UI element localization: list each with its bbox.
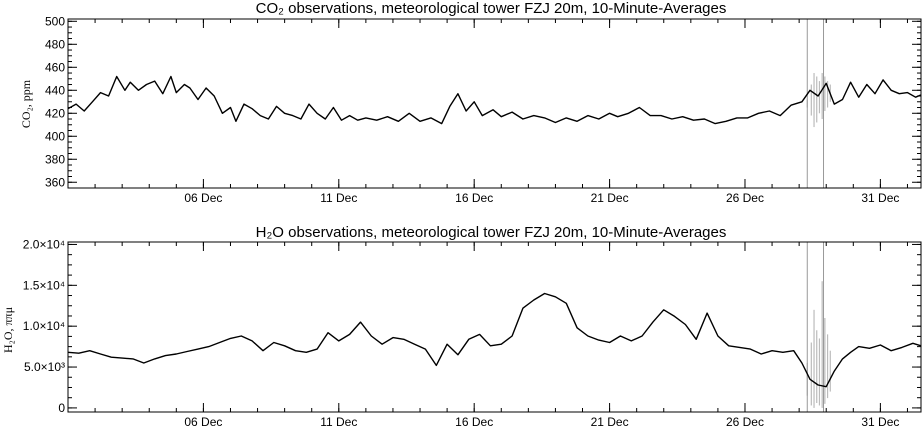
- h2o-y-tick-label: 2.0×10⁴: [23, 237, 65, 251]
- h2o-series-line: [67, 292, 922, 388]
- co2-y-tick-label: 380: [45, 152, 65, 166]
- co2-y-tick-label: 460: [45, 60, 65, 74]
- h2o-x-tick-label: 31 Dec: [861, 415, 899, 429]
- co2-x-tick-label: 21 Dec: [591, 191, 629, 205]
- co2-x-tick-label: 31 Dec: [861, 191, 899, 205]
- h2o-x-tick-label: 06 Dec: [184, 415, 222, 429]
- h2o-y-tick-label: 1.0×10⁴: [23, 319, 65, 333]
- h2o-x-ticks: 06 Dec 11 Dec 16 Dec 21 Dec 26 Dec 31 Dec: [94, 242, 908, 429]
- h2o-y-ticks: 0 5.0×10³ 1.0×10⁴ 1.5×10⁴ 2.0×10⁴: [23, 237, 921, 415]
- h2o-y-tick-label: 5.0×10³: [24, 360, 65, 374]
- co2-series: [67, 75, 922, 125]
- co2-y-tick-label: 440: [45, 83, 65, 97]
- co2-plot-frame: [67, 18, 922, 189]
- h2o-series: [67, 292, 922, 388]
- co2-panel: CO₂ observations, meteorological tower F…: [19, 0, 922, 205]
- co2-y-tick-label: 500: [45, 14, 65, 28]
- co2-x-ticks: 06 Dec 11 Dec 16 Dec 21 Dec 26 Dec 31 Dec: [94, 19, 908, 205]
- h2o-y-tick-label: 0: [58, 401, 65, 415]
- co2-x-tick-label: 26 Dec: [726, 191, 764, 205]
- co2-y-tick-label: 400: [45, 129, 65, 143]
- co2-uncertainty-band: [806, 19, 831, 188]
- h2o-x-tick-label: 26 Dec: [726, 415, 764, 429]
- h2o-x-tick-label: 11 Dec: [320, 415, 357, 429]
- co2-y-ticks: 360 380 400 420 440 460 480 500: [45, 14, 921, 189]
- co2-x-tick-label: 06 Dec: [184, 191, 222, 205]
- co2-y-tick-label: 360: [45, 175, 65, 189]
- co2-y-tick-label: 420: [45, 106, 65, 120]
- h2o-x-tick-label: 16 Dec: [455, 415, 493, 429]
- h2o-chart-title: H₂O observations, meteorological tower F…: [256, 224, 727, 241]
- h2o-x-tick-label: 21 Dec: [591, 415, 629, 429]
- h2o-panel: H₂O observations, meteorological tower F…: [1, 224, 922, 429]
- co2-y-tick-label: 480: [45, 37, 65, 51]
- h2o-y-tick-label: 1.5×10⁴: [23, 278, 65, 292]
- h2o-plot-frame: [67, 241, 922, 413]
- co2-series-line: [67, 75, 922, 125]
- h2o-uncertainty-band: [806, 242, 831, 412]
- co2-chart-title: CO₂ observations, meteorological tower F…: [256, 0, 727, 17]
- co2-x-tick-label: 11 Dec: [320, 191, 357, 205]
- co2-x-tick-label: 16 Dec: [455, 191, 493, 205]
- h2o-y-axis-label: H₂O, ππμ: [1, 307, 15, 353]
- co2-y-axis-label: CO₂, ppm: [19, 79, 33, 128]
